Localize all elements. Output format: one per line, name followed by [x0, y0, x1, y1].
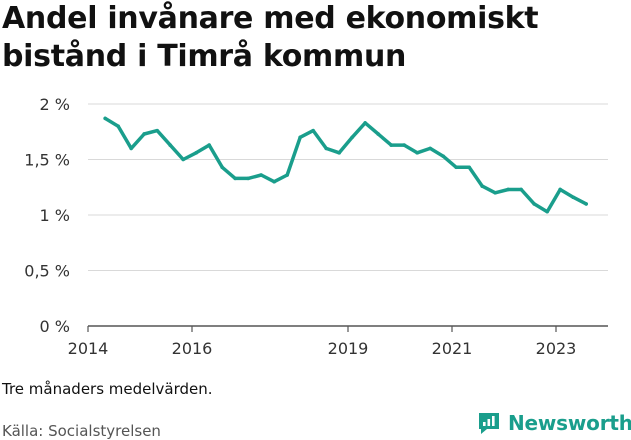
- data-point: [207, 143, 211, 147]
- data-point: [467, 165, 471, 170]
- chart-note: Tre månaders medelvärden.: [2, 380, 213, 398]
- data-point: [506, 187, 510, 192]
- data-point: [480, 184, 484, 188]
- line-chart: 0 % 0,5 % 1 % 1,5 % 2 % 2014 2016 2019 2021 2023: [24, 95, 608, 358]
- data-point: [129, 146, 133, 151]
- data-point: [324, 146, 328, 151]
- x-tick-label: 2014: [68, 339, 109, 358]
- data-point: [571, 195, 575, 200]
- y-tick-label: 0,5 %: [24, 262, 70, 281]
- data-point: [545, 209, 549, 214]
- gridlines: [88, 103, 608, 327]
- data-point: [376, 132, 380, 136]
- data-point: [259, 173, 263, 177]
- series-group: [103, 116, 588, 214]
- data-point: [285, 173, 289, 177]
- data-point: [519, 187, 523, 192]
- source-text: Källa: Socialstyrelsen: [2, 422, 161, 440]
- newsworthy-logo-icon: [479, 413, 499, 434]
- data-point: [428, 146, 432, 151]
- data-point: [220, 165, 224, 170]
- data-point: [246, 176, 250, 181]
- data-point: [142, 132, 146, 136]
- data-point: [363, 121, 367, 125]
- y-tick-label: 2 %: [40, 95, 70, 114]
- data-point: [272, 179, 276, 184]
- y-tick-label: 0 %: [40, 317, 70, 336]
- data-point: [181, 157, 185, 162]
- series-line: [103, 116, 588, 214]
- data-point: [441, 154, 445, 158]
- y-tick-label: 1,5 %: [24, 151, 70, 170]
- chart-title: Andel invånare med ekonomiskt bistånd i …: [2, 1, 539, 74]
- x-axis: 2014 2016 2019 2021 2023: [68, 326, 577, 358]
- data-point: [103, 116, 107, 121]
- data-point: [454, 165, 458, 170]
- data-point: [298, 135, 302, 140]
- data-point: [311, 128, 315, 133]
- y-axis-labels: 0 % 0,5 % 1 % 1,5 % 2 %: [24, 95, 70, 336]
- y-tick-label: 1 %: [40, 206, 70, 225]
- data-point: [402, 143, 406, 147]
- x-tick-label: 2021: [432, 339, 473, 358]
- data-point: [389, 143, 393, 147]
- data-point: [194, 151, 198, 155]
- x-tick-label: 2016: [172, 339, 213, 358]
- brand-name: Newsworthy: [508, 411, 631, 435]
- data-point: [233, 176, 237, 181]
- brand-logo[interactable]: Newsworthy: [476, 406, 631, 440]
- data-point: [584, 202, 588, 206]
- x-tick-label: 2019: [328, 339, 369, 358]
- data-point: [155, 128, 159, 133]
- data-point: [415, 151, 419, 155]
- x-tick-label: 2023: [536, 339, 577, 358]
- data-point: [350, 135, 354, 140]
- data-point: [116, 124, 120, 128]
- data-point: [337, 151, 341, 155]
- data-point: [493, 191, 497, 195]
- data-point: [558, 187, 562, 192]
- data-point: [532, 202, 536, 206]
- data-point: [168, 143, 172, 147]
